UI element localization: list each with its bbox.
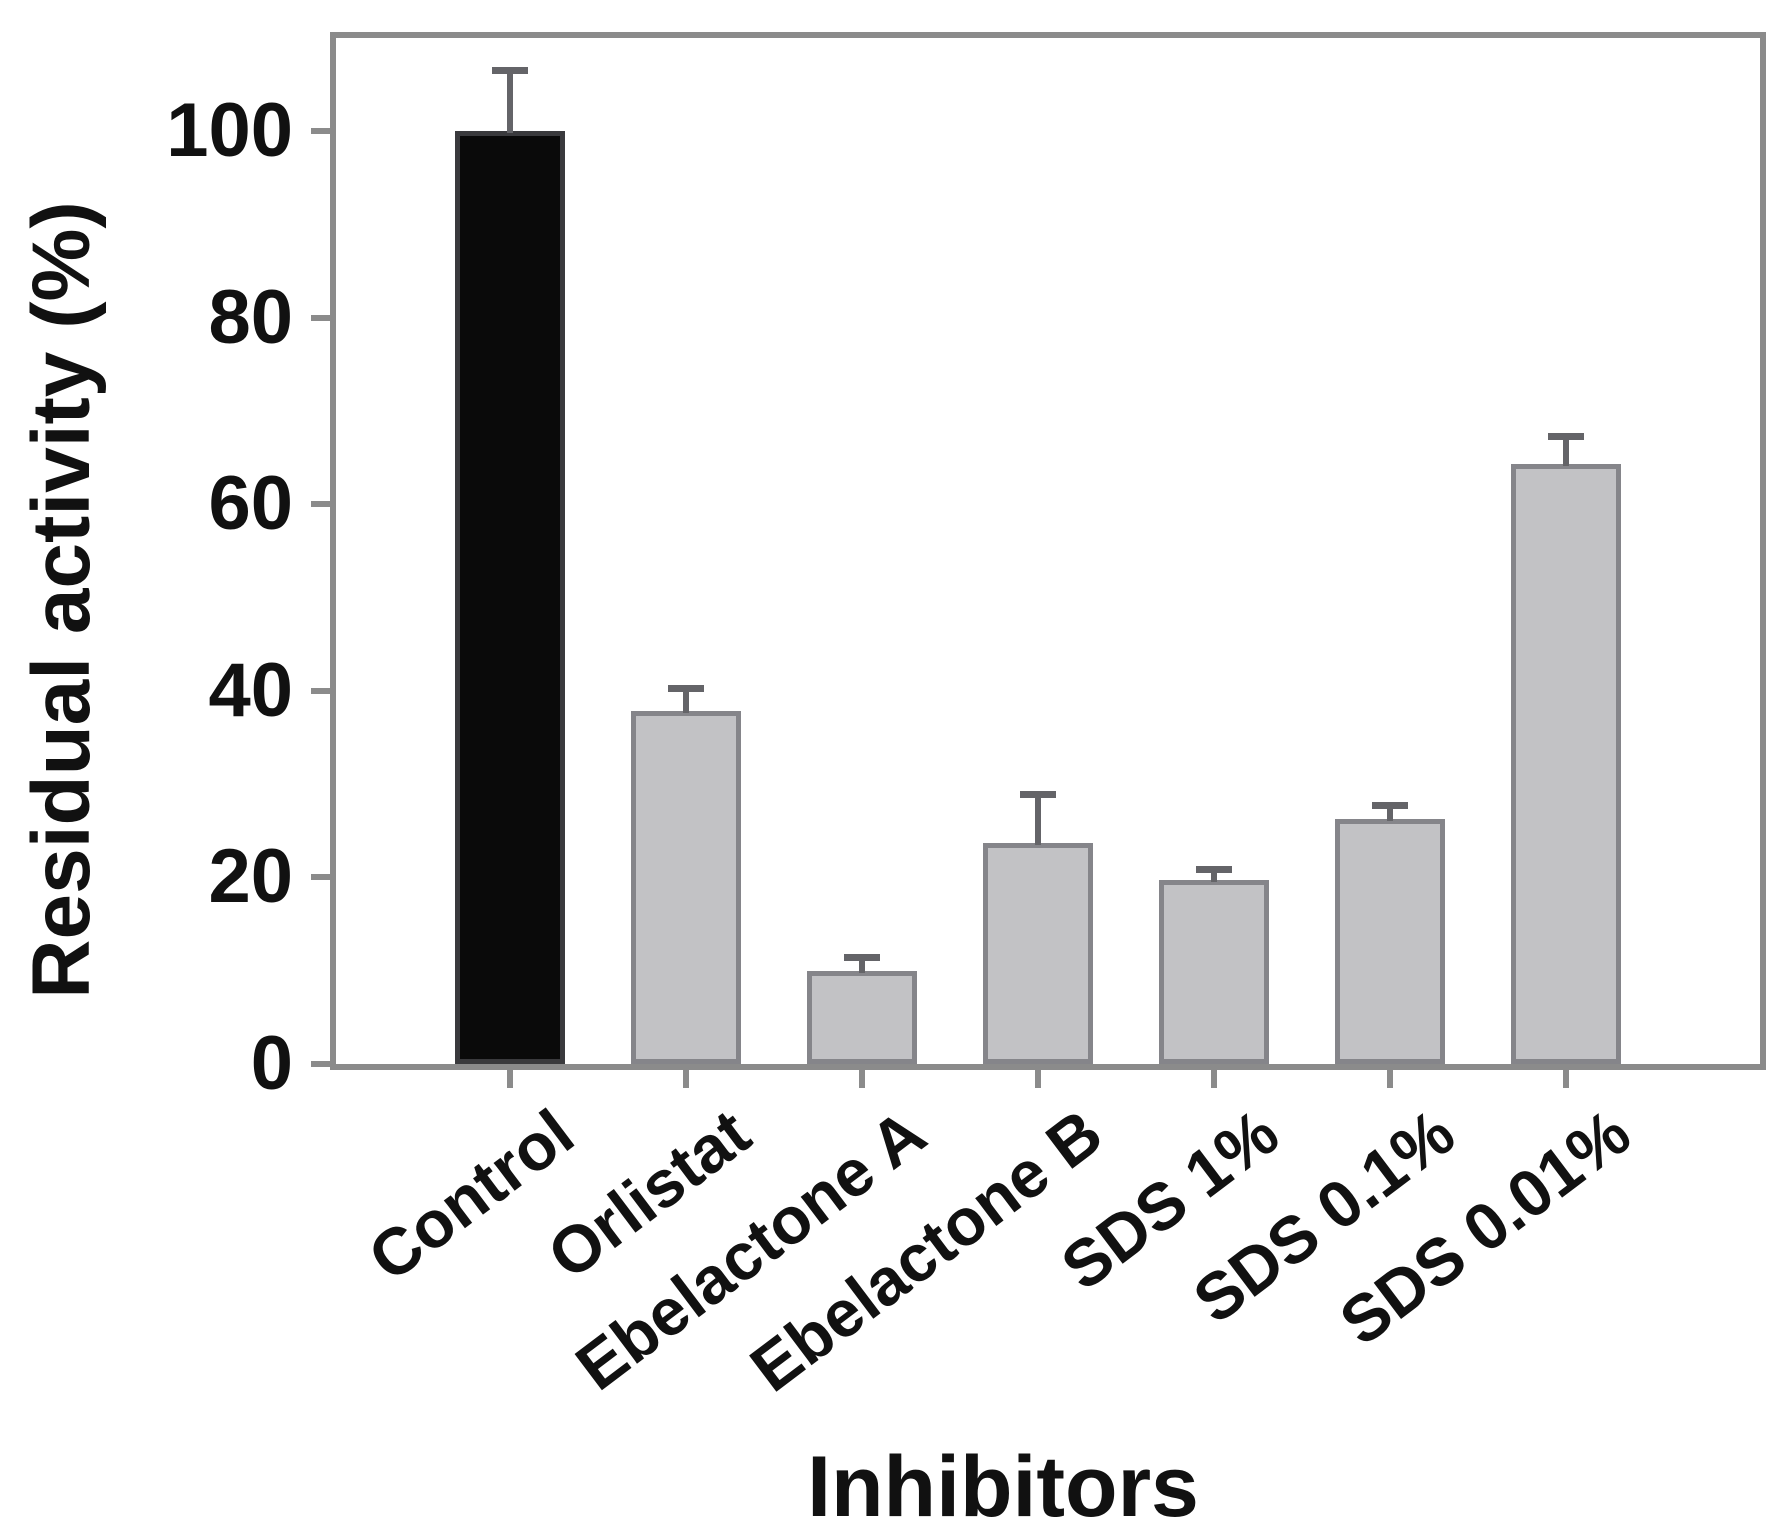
y-tick-label-0: 0 [250, 1021, 293, 1106]
error-bar-orlistat [683, 688, 689, 713]
y-tick-label-40: 40 [208, 648, 293, 733]
y-tick-20 [311, 874, 330, 880]
y-tick-80 [311, 315, 330, 321]
y-tick-0 [311, 1061, 330, 1067]
error-bar-cap-ebelactone-a [844, 954, 880, 961]
y-tick-label-20: 20 [208, 834, 293, 919]
bar-orlistat [631, 711, 741, 1064]
x-tick-sds-0-1 [1387, 1070, 1393, 1088]
x-tick-ebelactone-b [1035, 1070, 1041, 1088]
y-tick-100 [311, 128, 330, 134]
x-tick-orlistat [683, 1070, 689, 1088]
error-bar-cap-sds-0-1 [1372, 802, 1408, 809]
bar-sds-0-1 [1335, 819, 1445, 1064]
error-bar-sds-0-1 [1387, 805, 1393, 821]
y-tick-40 [311, 688, 330, 694]
x-tick-ebelactone-a [859, 1070, 865, 1088]
y-tick-60 [311, 501, 330, 507]
error-bar-cap-ebelactone-b [1020, 791, 1056, 798]
error-bar-cap-control [492, 67, 528, 74]
error-bar-ebelactone-b [1035, 794, 1041, 845]
y-tick-label-100: 100 [166, 88, 293, 173]
x-tick-sds-0-01 [1563, 1070, 1569, 1088]
error-bar-cap-sds-0-01 [1548, 433, 1584, 440]
error-bar-cap-orlistat [668, 685, 704, 692]
bar-sds-1 [1159, 880, 1269, 1064]
bar-control [455, 131, 565, 1064]
bar-sds-0-01 [1511, 464, 1621, 1064]
error-bar-sds-0-01 [1563, 436, 1569, 466]
error-bar-sds-1 [1211, 869, 1217, 882]
x-tick-sds-1 [1211, 1070, 1217, 1088]
error-bar-ebelactone-a [859, 957, 865, 973]
y-tick-label-60: 60 [208, 461, 293, 546]
bar-ebelactone-a [807, 971, 917, 1064]
y-tick-label-80: 80 [208, 275, 293, 360]
x-tick-label-control: Control [355, 1094, 588, 1296]
plot-area [330, 32, 1766, 1070]
x-axis-title: Inhibitors [807, 1439, 1199, 1535]
x-tick-control [507, 1070, 513, 1088]
error-bar-control [507, 70, 513, 133]
error-bar-cap-sds-1 [1196, 866, 1232, 873]
y-axis-title: Residual activity (%) [16, 201, 107, 999]
bar-ebelactone-b [983, 843, 1093, 1064]
